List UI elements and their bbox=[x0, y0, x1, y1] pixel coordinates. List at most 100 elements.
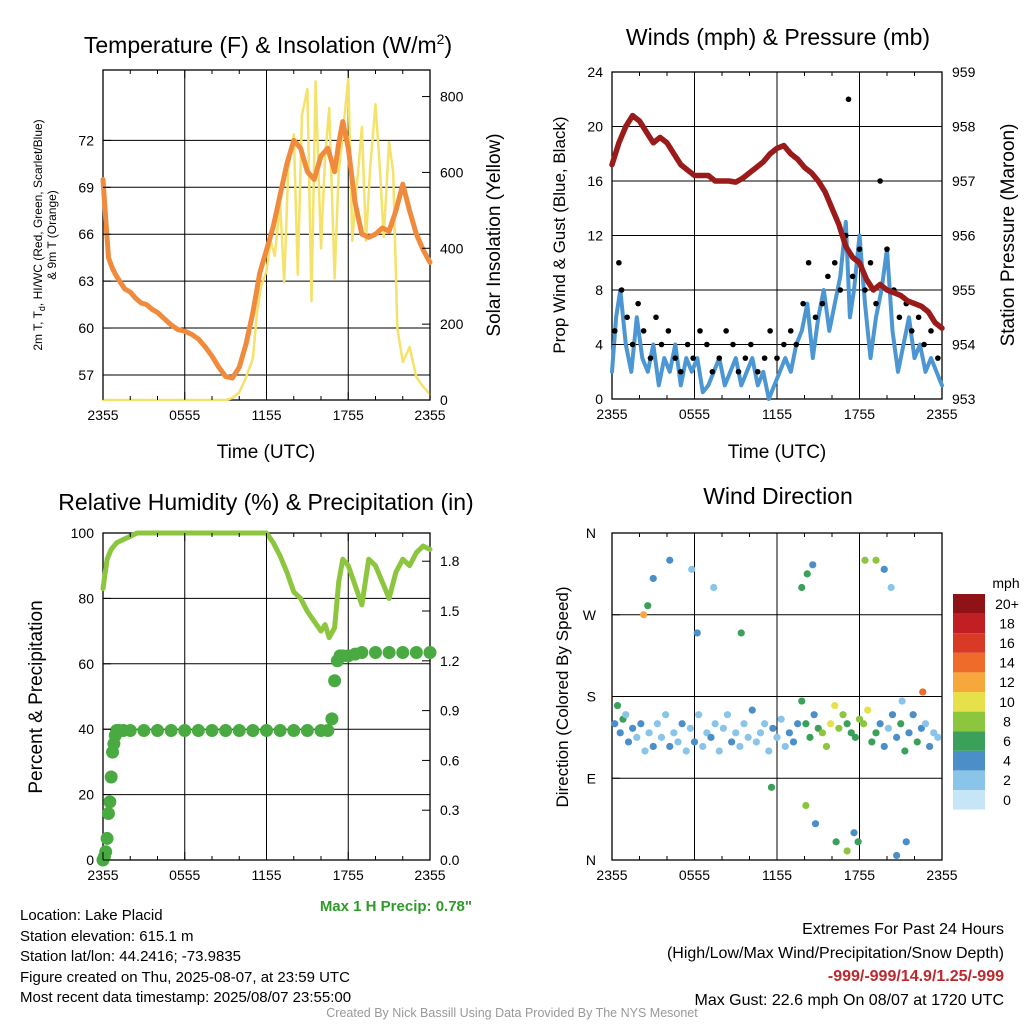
direction-point bbox=[861, 556, 869, 564]
direction-point bbox=[737, 629, 745, 637]
direction-point bbox=[860, 720, 868, 728]
direction-point bbox=[893, 851, 901, 860]
legend-swatch bbox=[953, 790, 985, 810]
precip-point bbox=[369, 646, 382, 660]
direction-point bbox=[880, 565, 888, 573]
direction-tick-label: E bbox=[587, 770, 596, 786]
direction-point bbox=[919, 688, 927, 696]
direction-point bbox=[802, 801, 810, 810]
gust-point bbox=[716, 355, 723, 361]
legend-label: 16 bbox=[999, 635, 1015, 651]
y-tick-label: 0 bbox=[595, 391, 603, 407]
wind-y2label: Station Pressure (Maroon) bbox=[998, 124, 1019, 347]
direction-point bbox=[633, 733, 641, 741]
gust-point bbox=[884, 246, 890, 252]
direction-point bbox=[640, 611, 648, 619]
x-tick-label: 1155 bbox=[762, 406, 792, 422]
direction-point bbox=[822, 742, 831, 751]
direction-point bbox=[719, 724, 727, 732]
direction-title: Wind Direction bbox=[703, 483, 853, 509]
y-tick-label: 16 bbox=[587, 173, 603, 189]
gust-point bbox=[805, 259, 812, 266]
legend-label: 14 bbox=[999, 655, 1015, 671]
precip-point bbox=[321, 724, 335, 738]
direction-point bbox=[707, 733, 715, 741]
gust-point bbox=[640, 328, 647, 334]
gust-point bbox=[616, 259, 622, 266]
direction-point bbox=[756, 729, 765, 737]
legend-label: 2 bbox=[1003, 772, 1011, 788]
x-tick-label: 1155 bbox=[251, 867, 281, 883]
direction-point bbox=[744, 733, 752, 741]
direction-point bbox=[864, 706, 872, 714]
gust-point bbox=[793, 341, 800, 348]
figure-created: Figure created on Thu, 2025-08-07, at 23… bbox=[20, 968, 350, 986]
temperature-title: Temperature (F) & Insolation (W/m2) bbox=[84, 31, 452, 58]
y2-tick-label: 1.2 bbox=[440, 653, 460, 669]
direction-point bbox=[818, 729, 826, 737]
gust-point bbox=[665, 328, 672, 334]
direction-tick-label: N bbox=[586, 852, 596, 868]
gust-point bbox=[690, 355, 696, 361]
direction-point bbox=[723, 711, 732, 719]
gust-point bbox=[867, 259, 874, 266]
humidity-ylabel: Percent & Precipitation bbox=[26, 600, 47, 793]
direction-point bbox=[732, 729, 740, 737]
gust-point bbox=[618, 287, 625, 293]
direction-point bbox=[657, 733, 666, 741]
gust-point bbox=[624, 314, 630, 321]
legend-label: 8 bbox=[1003, 713, 1011, 729]
precip-point bbox=[123, 724, 137, 738]
direction-point bbox=[777, 715, 785, 723]
x-tick-label: 1755 bbox=[333, 867, 364, 883]
y-tick-label: 4 bbox=[595, 337, 603, 353]
precip-point bbox=[232, 724, 246, 738]
legend-label: 6 bbox=[1003, 733, 1011, 749]
gust-point bbox=[742, 355, 749, 361]
y-tick-label: 69 bbox=[78, 179, 94, 195]
gust-point bbox=[723, 328, 729, 334]
gust-point bbox=[873, 300, 879, 307]
direction-point bbox=[644, 602, 652, 610]
y2-tick-label: 200 bbox=[440, 316, 464, 332]
direction-point bbox=[649, 574, 657, 583]
gust-point bbox=[735, 368, 742, 375]
gust-point bbox=[856, 246, 863, 252]
gust-point bbox=[704, 341, 710, 348]
direction-tick-label: N bbox=[586, 525, 596, 541]
direction-point bbox=[686, 724, 694, 732]
wind-title: Winds (mph) & Pressure (mb) bbox=[626, 24, 930, 50]
y2-tick-label: 400 bbox=[440, 240, 464, 256]
y-tick-label: 60 bbox=[78, 656, 94, 672]
direction-point bbox=[678, 720, 686, 728]
temperature-y2label: Solar Insolation (Yellow) bbox=[484, 133, 505, 336]
direction-point bbox=[902, 838, 910, 846]
station-latlon: Station lat/lon: 44.2416; -73.9835 bbox=[20, 948, 242, 965]
gust-point bbox=[812, 314, 819, 321]
x-tick-label: 2355 bbox=[596, 867, 627, 883]
temperature-series bbox=[100, 76, 433, 402]
gust-point bbox=[653, 314, 659, 321]
gust-point bbox=[800, 300, 806, 307]
direction-point bbox=[832, 838, 840, 846]
gust-point bbox=[677, 368, 684, 375]
precip-point bbox=[103, 795, 117, 809]
direction-point bbox=[831, 701, 839, 710]
direction-point bbox=[843, 847, 851, 855]
direction-point bbox=[773, 733, 781, 741]
temperature-9m-line bbox=[100, 119, 433, 381]
direction-point bbox=[827, 720, 835, 728]
temperature-ylabel-rest: , HI/WC (Red, Green, Scarlet/Blue) bbox=[31, 119, 45, 306]
y2-tick-label: 957 bbox=[952, 173, 976, 189]
direction-point bbox=[876, 720, 884, 728]
direction-point bbox=[645, 729, 653, 737]
speed-legend: mph 0 2 4 6 8 10 12 14 16 18 20+ bbox=[953, 575, 1020, 810]
y-tick-label: 8 bbox=[595, 282, 603, 298]
precip-point bbox=[355, 646, 369, 660]
gust-point bbox=[928, 328, 934, 334]
direction-point bbox=[649, 742, 657, 751]
direction-point bbox=[641, 747, 649, 755]
direction-point bbox=[893, 733, 901, 741]
direction-point bbox=[699, 742, 707, 751]
